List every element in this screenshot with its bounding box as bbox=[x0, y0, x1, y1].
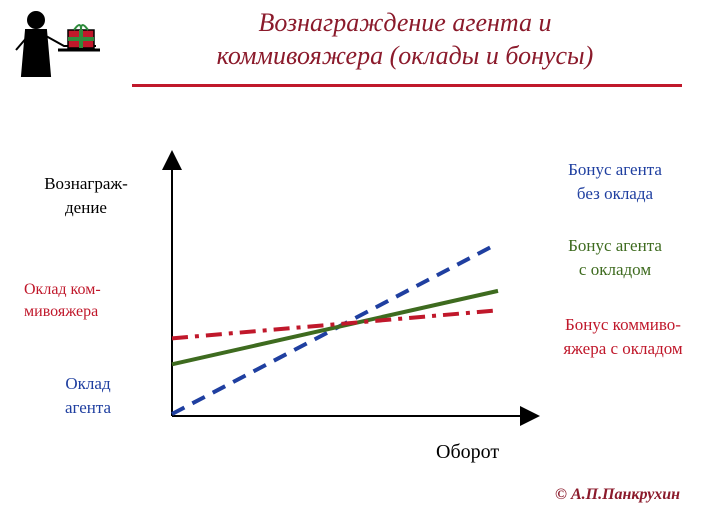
title-line-1: Вознаграждение агента и bbox=[258, 8, 552, 37]
y-axis-label-line-1: Вознаграж- bbox=[44, 174, 128, 193]
waiter-with-gift-icon bbox=[15, 11, 100, 77]
copyright-text: © А.П.Панкрухин bbox=[555, 486, 680, 503]
salesman-with-salary-label-line-1: Бонус коммиво- bbox=[565, 315, 681, 334]
salesman-salary-label: Оклад ком- мивояжера bbox=[24, 279, 101, 323]
page-title: Вознаграждение агента и коммивояжера (ок… bbox=[130, 6, 680, 72]
series-line-agent-with-salary bbox=[171, 288, 499, 367]
title-divider bbox=[132, 84, 682, 87]
salesman-salary-label-line-2: мивояжера bbox=[24, 303, 99, 320]
series-line-salesman-with-salary bbox=[171, 308, 499, 341]
x-axis-label: Оборот bbox=[436, 441, 500, 463]
agent-no-salary-label-line-1: Бонус агента bbox=[568, 160, 662, 179]
salesman-with-salary-label-line-2: яжера с окладом bbox=[563, 339, 683, 358]
agent-with-salary-label-line-2: с окладом bbox=[578, 260, 652, 279]
agent-salary-label-line-2: агента bbox=[64, 398, 112, 417]
agent-salary-label-line-1: Оклад bbox=[65, 374, 111, 393]
salesman-with-salary-label: Бонус коммиво- яжера с окладом bbox=[548, 313, 698, 361]
agent-salary-label: Оклад агента bbox=[40, 372, 136, 420]
salesman-salary-label-line-1: Оклад ком- bbox=[24, 281, 101, 298]
agent-no-salary-label-line-2: без оклада bbox=[576, 184, 654, 203]
title-line-2: коммивояжера (оклады и бонусы) bbox=[216, 41, 594, 70]
agent-with-salary-label: Бонус агента с окладом bbox=[545, 234, 685, 282]
y-axis-label: Вознаграж- дение bbox=[12, 172, 160, 220]
y-axis-label-line-2: дение bbox=[65, 198, 107, 217]
agent-with-salary-label-line-1: Бонус агента bbox=[568, 236, 662, 255]
agent-no-salary-label: Бонус агента без оклада bbox=[545, 158, 685, 206]
series-line-agent-no-salary bbox=[171, 241, 499, 416]
